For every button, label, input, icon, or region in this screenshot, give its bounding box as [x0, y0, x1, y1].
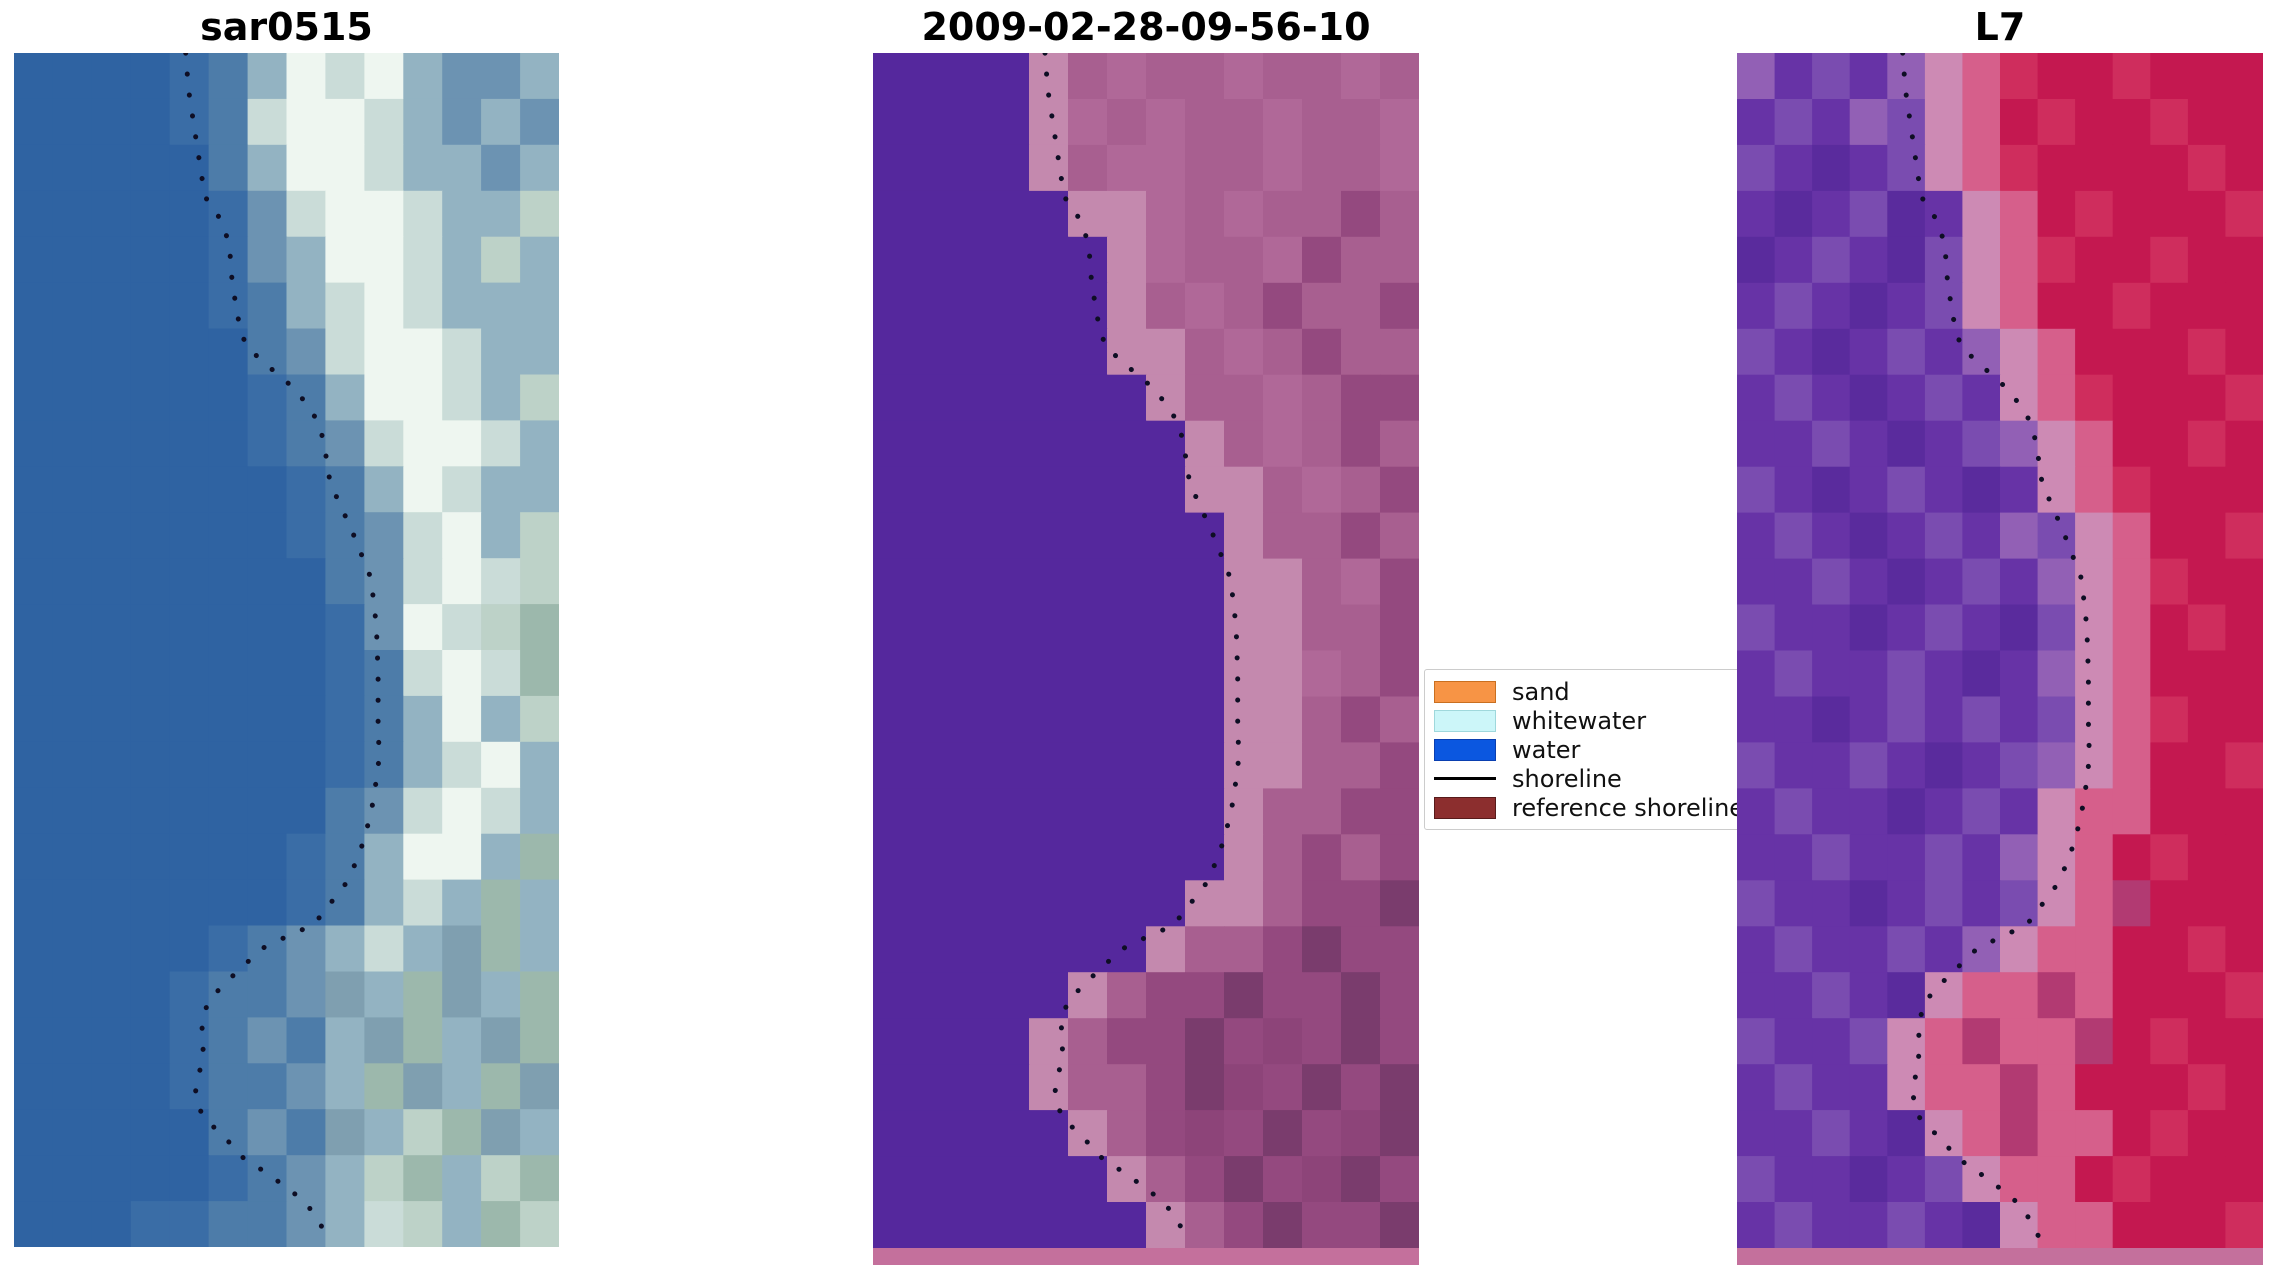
legend-label-water: water [1512, 735, 1581, 764]
panel-image-classified-date [873, 53, 1419, 1265]
panel-title-date: 2009-02-28-09-56-10 [921, 5, 1371, 49]
legend-label-shoreline: shoreline [1512, 764, 1622, 793]
legend-item-whitewater: whitewater [1434, 706, 1774, 735]
whitewater-swatch [1434, 709, 1496, 732]
panel-title-sar0515: sar0515 [200, 5, 373, 49]
legend-item-shoreline: shoreline [1434, 764, 1774, 793]
panel-title-l7: L7 [1974, 5, 2026, 49]
legend-box: sand whitewater water shoreline referenc… [1424, 669, 1823, 830]
water-swatch [1434, 738, 1496, 761]
legend-label-whitewater: whitewater [1512, 706, 1647, 735]
sand-swatch [1434, 680, 1496, 703]
legend-item-sand: sand [1434, 677, 1774, 706]
legend-item-reference-shoreline-buffer: reference shoreline buffer [1434, 793, 1823, 822]
reference-shoreline-buffer-swatch [1434, 796, 1496, 819]
shoreline-line-swatch [1434, 777, 1496, 780]
legend-label-sand: sand [1512, 677, 1570, 706]
panel-image-sar0515 [14, 53, 559, 1247]
legend-item-water: water [1434, 735, 1774, 764]
panel-image-l7 [1737, 53, 2263, 1265]
